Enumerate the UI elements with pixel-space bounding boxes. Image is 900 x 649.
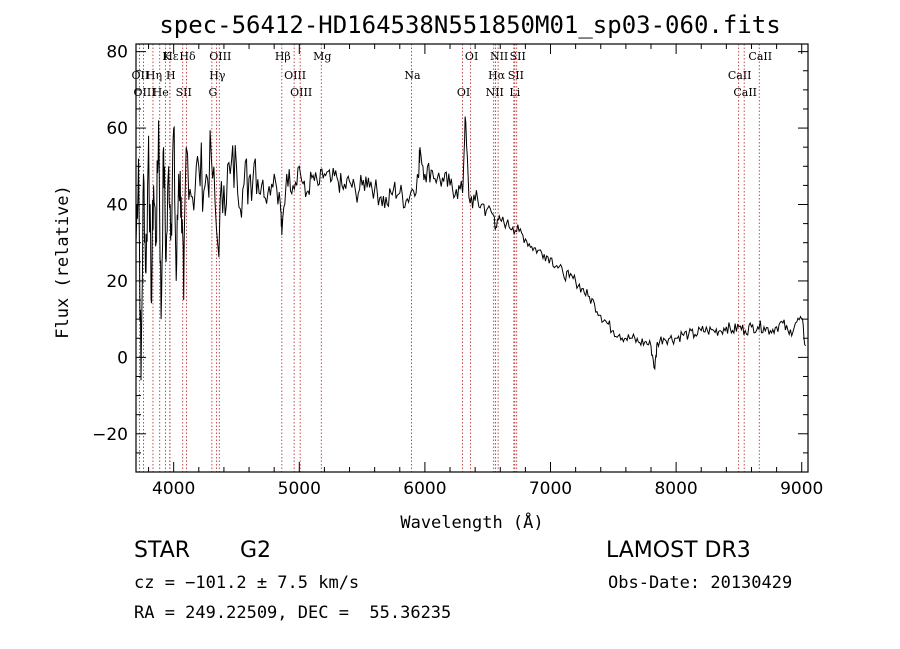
line-label: CaII bbox=[728, 69, 752, 82]
x-tick-label: 4000 bbox=[152, 479, 195, 499]
line-label: OIII bbox=[134, 86, 156, 99]
line-label: NII bbox=[490, 50, 508, 63]
y-tick-label: 60 bbox=[106, 119, 128, 139]
line-label: Na bbox=[404, 69, 421, 82]
x-tick-label: 6000 bbox=[403, 479, 446, 499]
object-class: STAR bbox=[134, 538, 191, 563]
x-tick-label: 9000 bbox=[780, 479, 823, 499]
x-tick-label: 5000 bbox=[278, 479, 321, 499]
line-label: H bbox=[166, 69, 176, 82]
survey-name: LAMOST DR3 bbox=[606, 538, 751, 563]
y-axis-label: Flux (relative) bbox=[53, 185, 73, 339]
line-label: OIII bbox=[290, 86, 312, 99]
plot-axes: 4000 5000 6000 7000 8000 9000 −20 0 20 40 60 80 bbox=[92, 43, 823, 499]
spectrum-line bbox=[135, 116, 806, 381]
line-label: SII bbox=[508, 69, 524, 82]
x-axis-label: Wavelength (Å) bbox=[400, 511, 543, 533]
line-label: Hα bbox=[488, 69, 506, 82]
line-label: Hδ bbox=[179, 50, 196, 63]
coordinates: RA = 249.22509, DEC = 55.36235 bbox=[134, 603, 452, 623]
chart-title: spec-56412-HD164538N551850M01_sp03-060.f… bbox=[159, 11, 780, 39]
spectral-line-markers: HδOIIOIIIHεHηHeKHSIIOIIIHγGHβOIIIOIIIMgN… bbox=[132, 44, 772, 472]
line-label: He bbox=[153, 86, 169, 99]
line-label: Mg bbox=[313, 50, 331, 63]
line-label: Hη bbox=[146, 69, 162, 82]
y-tick-label: 40 bbox=[106, 196, 128, 216]
line-label: SII bbox=[176, 86, 192, 99]
line-label: Hβ bbox=[275, 50, 291, 63]
line-label: OI bbox=[465, 50, 478, 63]
y-tick-label: 0 bbox=[117, 348, 128, 368]
x-tick-label: 7000 bbox=[529, 479, 572, 499]
object-subclass: G2 bbox=[240, 538, 272, 563]
line-label: Hγ bbox=[209, 69, 226, 82]
line-label: CaII bbox=[733, 86, 757, 99]
line-label: Li bbox=[509, 86, 520, 99]
x-tick-label: 8000 bbox=[654, 479, 697, 499]
obs-date: Obs-Date: 20130429 bbox=[608, 573, 793, 593]
y-tick-label: −20 bbox=[92, 425, 128, 445]
line-label: Hε bbox=[163, 50, 179, 63]
line-label: CaII bbox=[748, 50, 772, 63]
line-label: K bbox=[162, 50, 171, 63]
y-tick-label: 80 bbox=[106, 43, 128, 63]
plot-frame bbox=[135, 43, 809, 473]
line-label: G bbox=[208, 86, 217, 99]
spectrum-series bbox=[135, 116, 806, 381]
redshift-value: cz = −101.2 ± 7.5 km/s bbox=[134, 573, 360, 593]
line-label: SII bbox=[510, 50, 526, 63]
line-label: OI bbox=[457, 86, 470, 99]
y-tick-label: 20 bbox=[106, 272, 128, 292]
line-label: OIII bbox=[284, 69, 306, 82]
line-label: NII bbox=[486, 86, 504, 99]
line-label: OIII bbox=[209, 50, 231, 63]
